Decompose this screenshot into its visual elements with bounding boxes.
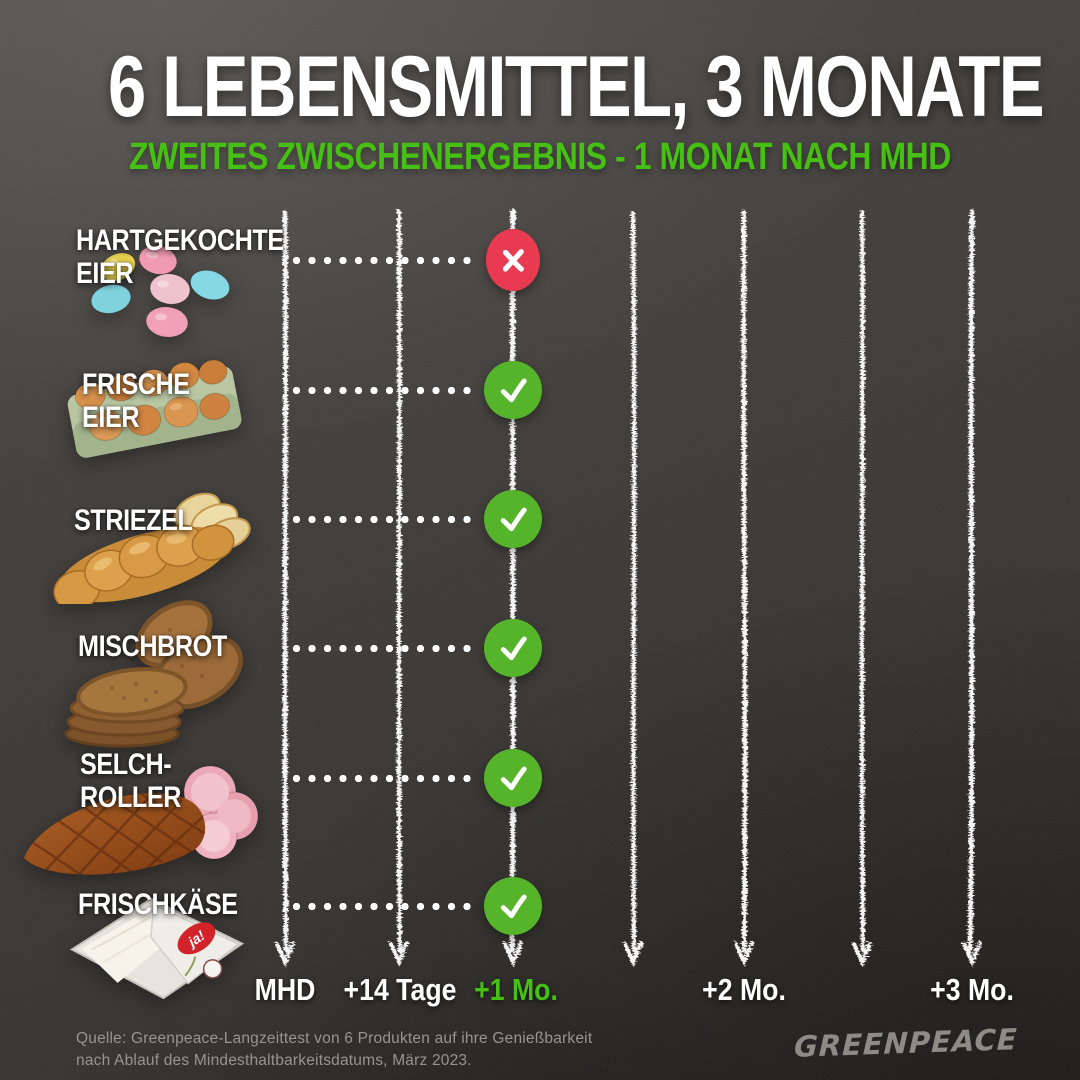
- chalk-line-6: [859, 209, 866, 953]
- chalk-line-3: [509, 208, 516, 954]
- check-icon: [500, 507, 527, 532]
- arrow-down-icon: [852, 941, 872, 968]
- chalk-line-5: [741, 209, 748, 954]
- label-line: FRISCHKÄSE: [78, 888, 238, 921]
- page-subtitle: ZWEITES ZWISCHENERGEBNIS - 1 MONAT NACH …: [129, 136, 951, 178]
- page-title: 6 LEBENSMITTEL, 3 MONATE: [108, 39, 1045, 135]
- check-icon: [500, 636, 527, 661]
- dotted-leader: [292, 774, 473, 783]
- food-label-hartgekochte-eier: HARTGEKOCHTE EIER: [76, 224, 284, 290]
- mischbrot-image: [64, 600, 244, 748]
- food-label-mischbrot: MISCHBROT: [78, 630, 227, 663]
- status-badge-striezel: [484, 490, 542, 548]
- label-line: HARTGEKOCHTE: [76, 224, 284, 257]
- source-line: Quelle: Greenpeace-Langzeittest von 6 Pr…: [76, 1030, 593, 1047]
- food-label-frischkaese: FRISCHKÄSE: [78, 888, 238, 921]
- status-badge-selch-roller: [484, 749, 542, 807]
- arrow-down-icon: [275, 941, 295, 968]
- arrow-down-icon: [734, 941, 754, 968]
- label-line: FRISCHE: [82, 368, 190, 401]
- chalk-line-4: [630, 210, 637, 953]
- label-line: MISCHBROT: [78, 630, 227, 663]
- arrow-down-icon: [623, 941, 643, 968]
- check-icon: [500, 378, 527, 403]
- arrow-down-icon: [503, 941, 523, 968]
- x-icon: [502, 249, 524, 272]
- axis-tick-14-tage: +14 Tage: [343, 972, 457, 1007]
- food-label-selch-roller: SELCH- ROLLER: [80, 748, 181, 814]
- label-line: ROLLER: [80, 781, 182, 814]
- check-icon: [500, 894, 527, 919]
- status-badge-mischbrot: [484, 619, 542, 677]
- check-icon: [500, 766, 527, 791]
- axis-tick-3-monate: +3 Mo.: [930, 972, 1014, 1007]
- dotted-leader: [292, 386, 473, 395]
- source-line: nach Ablauf des Mindesthaltbarkeitsdatum…: [76, 1052, 472, 1070]
- dotted-leader: [292, 256, 473, 265]
- chalk-line-7: [967, 208, 975, 954]
- label-line: STRIEZEL: [74, 504, 193, 537]
- food-label-frische-eier: FRISCHE EIER: [82, 368, 190, 434]
- striezel-image: [53, 492, 251, 604]
- axis-tick-mhd: MHD: [254, 972, 316, 1007]
- food-label-striezel: STRIEZEL: [74, 504, 193, 537]
- axis-tick-1-monat: +1 Mo.: [474, 972, 558, 1007]
- label-line: EIER: [76, 257, 134, 290]
- dotted-leader: [292, 902, 473, 911]
- dotted-leader: [292, 515, 473, 524]
- status-badge-frische-eier: [484, 361, 542, 419]
- arrow-down-icon: [962, 941, 982, 968]
- label-line: EIER: [82, 401, 140, 434]
- label-line: SELCH-: [80, 748, 172, 781]
- dotted-leader: [292, 644, 473, 653]
- chalk-line-1: [282, 210, 289, 953]
- axis-tick-2-monate: +2 Mo.: [702, 972, 786, 1007]
- chalk-line-2: [396, 209, 403, 954]
- status-badge-hartgekochte-eier: [486, 229, 540, 291]
- source-text: Quelle: Greenpeace-Langzeittest von 6 Pr…: [76, 1028, 592, 1073]
- arrow-down-icon: [389, 941, 409, 968]
- status-badge-frischkaese: [484, 877, 542, 935]
